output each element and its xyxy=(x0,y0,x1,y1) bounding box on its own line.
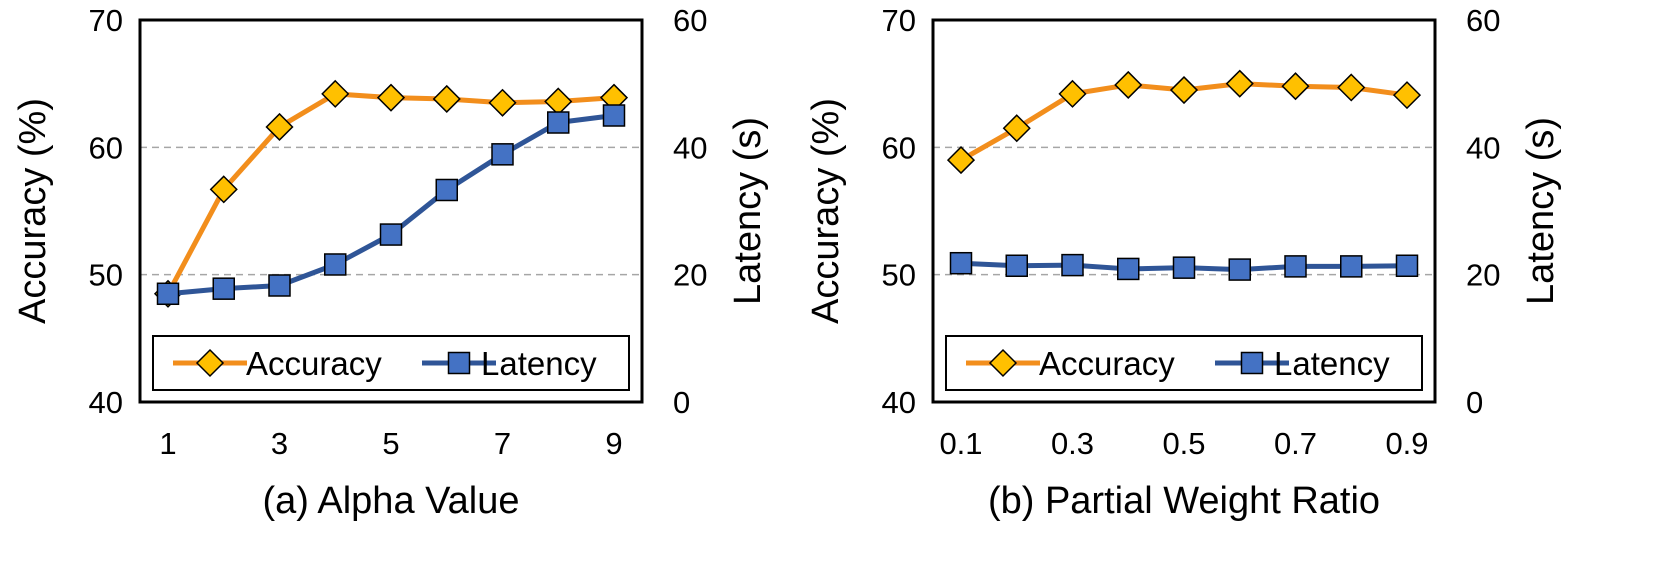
data-point-latency xyxy=(1340,255,1363,278)
data-point-accuracy xyxy=(209,175,238,204)
data-point-latency xyxy=(1117,257,1140,281)
data-point-accuracy xyxy=(544,87,573,116)
data-point-latency xyxy=(1061,253,1084,277)
data-point-accuracy xyxy=(1392,81,1422,110)
y2-tick-label: 40 xyxy=(1466,130,1500,165)
y2-tick-label: 40 xyxy=(673,130,707,165)
data-point-accuracy xyxy=(1169,75,1199,105)
y-axis-title: Accuracy (%) xyxy=(12,98,54,324)
y2-tick-label: 60 xyxy=(673,3,707,38)
data-point-latency xyxy=(1172,256,1196,279)
x-tick-label: 0.7 xyxy=(1274,426,1317,461)
y2-tick-label: 20 xyxy=(1466,258,1500,293)
legend: Accuracy Latency xyxy=(945,335,1423,391)
x-tick-label: 1 xyxy=(159,426,176,461)
x-tick-label: 3 xyxy=(271,426,288,461)
y-tick-label: 40 xyxy=(89,385,123,420)
x-tick-label: 0.9 xyxy=(1385,426,1428,461)
data-point-accuracy xyxy=(1002,114,1031,143)
y2-tick-label: 0 xyxy=(1466,385,1483,420)
y2-axis-title: Latency (s) xyxy=(727,117,769,305)
y-tick-label: 70 xyxy=(89,3,123,38)
legend-label-accuracy: Accuracy xyxy=(246,345,382,382)
data-point-latency xyxy=(379,223,403,246)
data-point-accuracy xyxy=(1114,70,1143,100)
data-point-accuracy xyxy=(488,88,517,117)
legend-label-accuracy: Accuracy xyxy=(1039,345,1175,382)
x-tick-label: 7 xyxy=(494,426,511,461)
legend-marker-accuracy xyxy=(195,348,225,378)
legend-label-latency: Latency xyxy=(1274,345,1390,382)
data-point-accuracy xyxy=(432,84,461,114)
chart-panel-a: 40 50 60 70 0 20 40 60 1 3 5 7 9 Accuracy (%) Latency … xyxy=(12,3,769,522)
data-point-latency xyxy=(547,111,570,134)
legend-label-latency: Latency xyxy=(481,345,597,382)
plot-frame xyxy=(931,18,1437,404)
data-point-latency xyxy=(324,253,347,276)
data-point-latency xyxy=(949,251,973,275)
y-tick-label: 60 xyxy=(89,130,123,165)
data-point-latency xyxy=(1005,254,1028,278)
chart-panel-b: 40 50 60 70 0 20 40 60 0.1 0.3 0.5 0.7 0.9 Accuracy (… xyxy=(805,3,1562,522)
data-point-latency xyxy=(212,277,235,300)
x-axis-title: (b) Partial Weight Ratio xyxy=(988,480,1380,522)
y-tick-label: 60 xyxy=(882,130,916,165)
x-axis-title: (a) Alpha Value xyxy=(262,480,519,522)
x-tick-label: 0.3 xyxy=(1051,426,1094,461)
data-point-latency xyxy=(156,282,180,306)
data-point-accuracy xyxy=(265,112,294,142)
data-point-latency xyxy=(268,274,291,297)
data-point-accuracy xyxy=(376,83,406,112)
x-tick-label: 5 xyxy=(382,426,399,461)
data-point-latency xyxy=(1395,254,1419,278)
data-point-latency xyxy=(602,104,626,127)
y-tick-label: 50 xyxy=(89,258,123,293)
legend-marker-latency xyxy=(447,351,471,375)
data-point-accuracy xyxy=(1281,72,1310,101)
legend-marker-latency xyxy=(1240,351,1264,375)
data-point-latency xyxy=(435,178,458,202)
data-point-accuracy xyxy=(1337,73,1366,102)
y2-tick-label: 20 xyxy=(673,258,707,293)
y2-tick-label: 0 xyxy=(673,385,690,420)
data-point-latency xyxy=(1284,255,1307,278)
y-tick-label: 70 xyxy=(882,3,916,38)
legend-marker-accuracy xyxy=(988,348,1018,378)
x-tick-label: 0.5 xyxy=(1162,426,1205,461)
y2-tick-label: 60 xyxy=(1466,3,1500,38)
data-point-accuracy xyxy=(1058,79,1087,108)
data-point-accuracy xyxy=(321,79,350,108)
series-line-latency xyxy=(167,113,615,297)
y2-axis-title: Latency (s) xyxy=(1520,117,1562,305)
data-point-latency xyxy=(1228,258,1251,281)
data-point-accuracy xyxy=(946,146,976,175)
y-axis-title: Accuracy (%) xyxy=(805,98,847,324)
y-tick-label: 50 xyxy=(882,258,916,293)
y-tick-label: 40 xyxy=(882,385,916,420)
legend: Accuracy Latency xyxy=(152,335,630,391)
plot-frame xyxy=(138,18,644,404)
data-point-accuracy xyxy=(1225,69,1254,98)
x-tick-label: 9 xyxy=(605,426,622,461)
x-tick-label: 0.1 xyxy=(939,426,982,461)
data-point-latency xyxy=(491,143,514,166)
